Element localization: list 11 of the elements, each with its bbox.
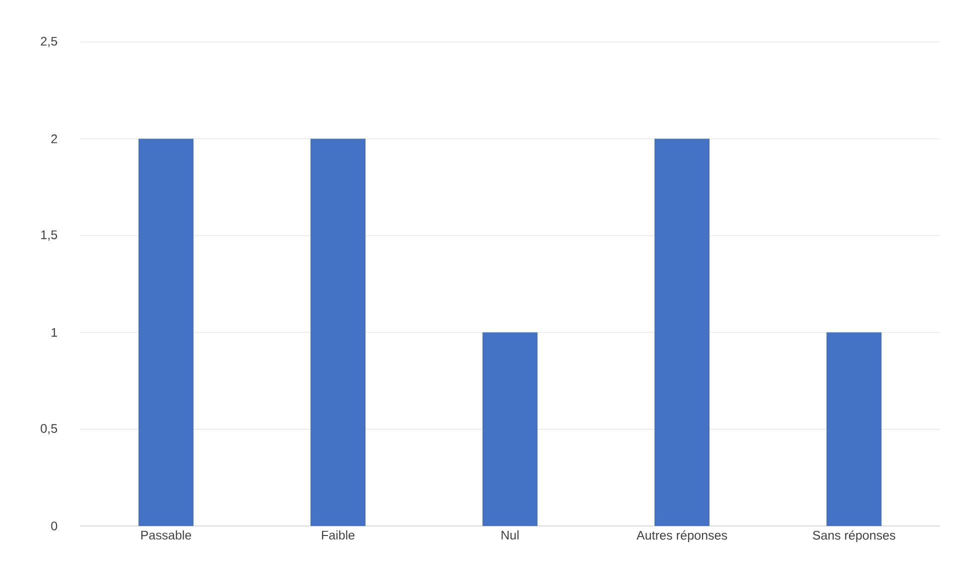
- x-tick-label: Passable: [141, 530, 192, 540]
- y-tick-label: 0: [51, 522, 58, 530]
- x-tick-label: Nul: [502, 530, 519, 540]
- y-tick-label: 1: [52, 328, 58, 337]
- y-tick-label: 0,5: [40, 424, 58, 434]
- x-tick-label: Faible: [322, 530, 354, 540]
- y-tick-label: 2: [51, 134, 58, 144]
- y-tick-label: 2,5: [40, 36, 58, 48]
- x-tick-label: Sans réponses: [812, 530, 896, 542]
- y-tick-label: 1,5: [41, 230, 58, 241]
- x-tick-label: Autres réponses: [636, 530, 728, 542]
